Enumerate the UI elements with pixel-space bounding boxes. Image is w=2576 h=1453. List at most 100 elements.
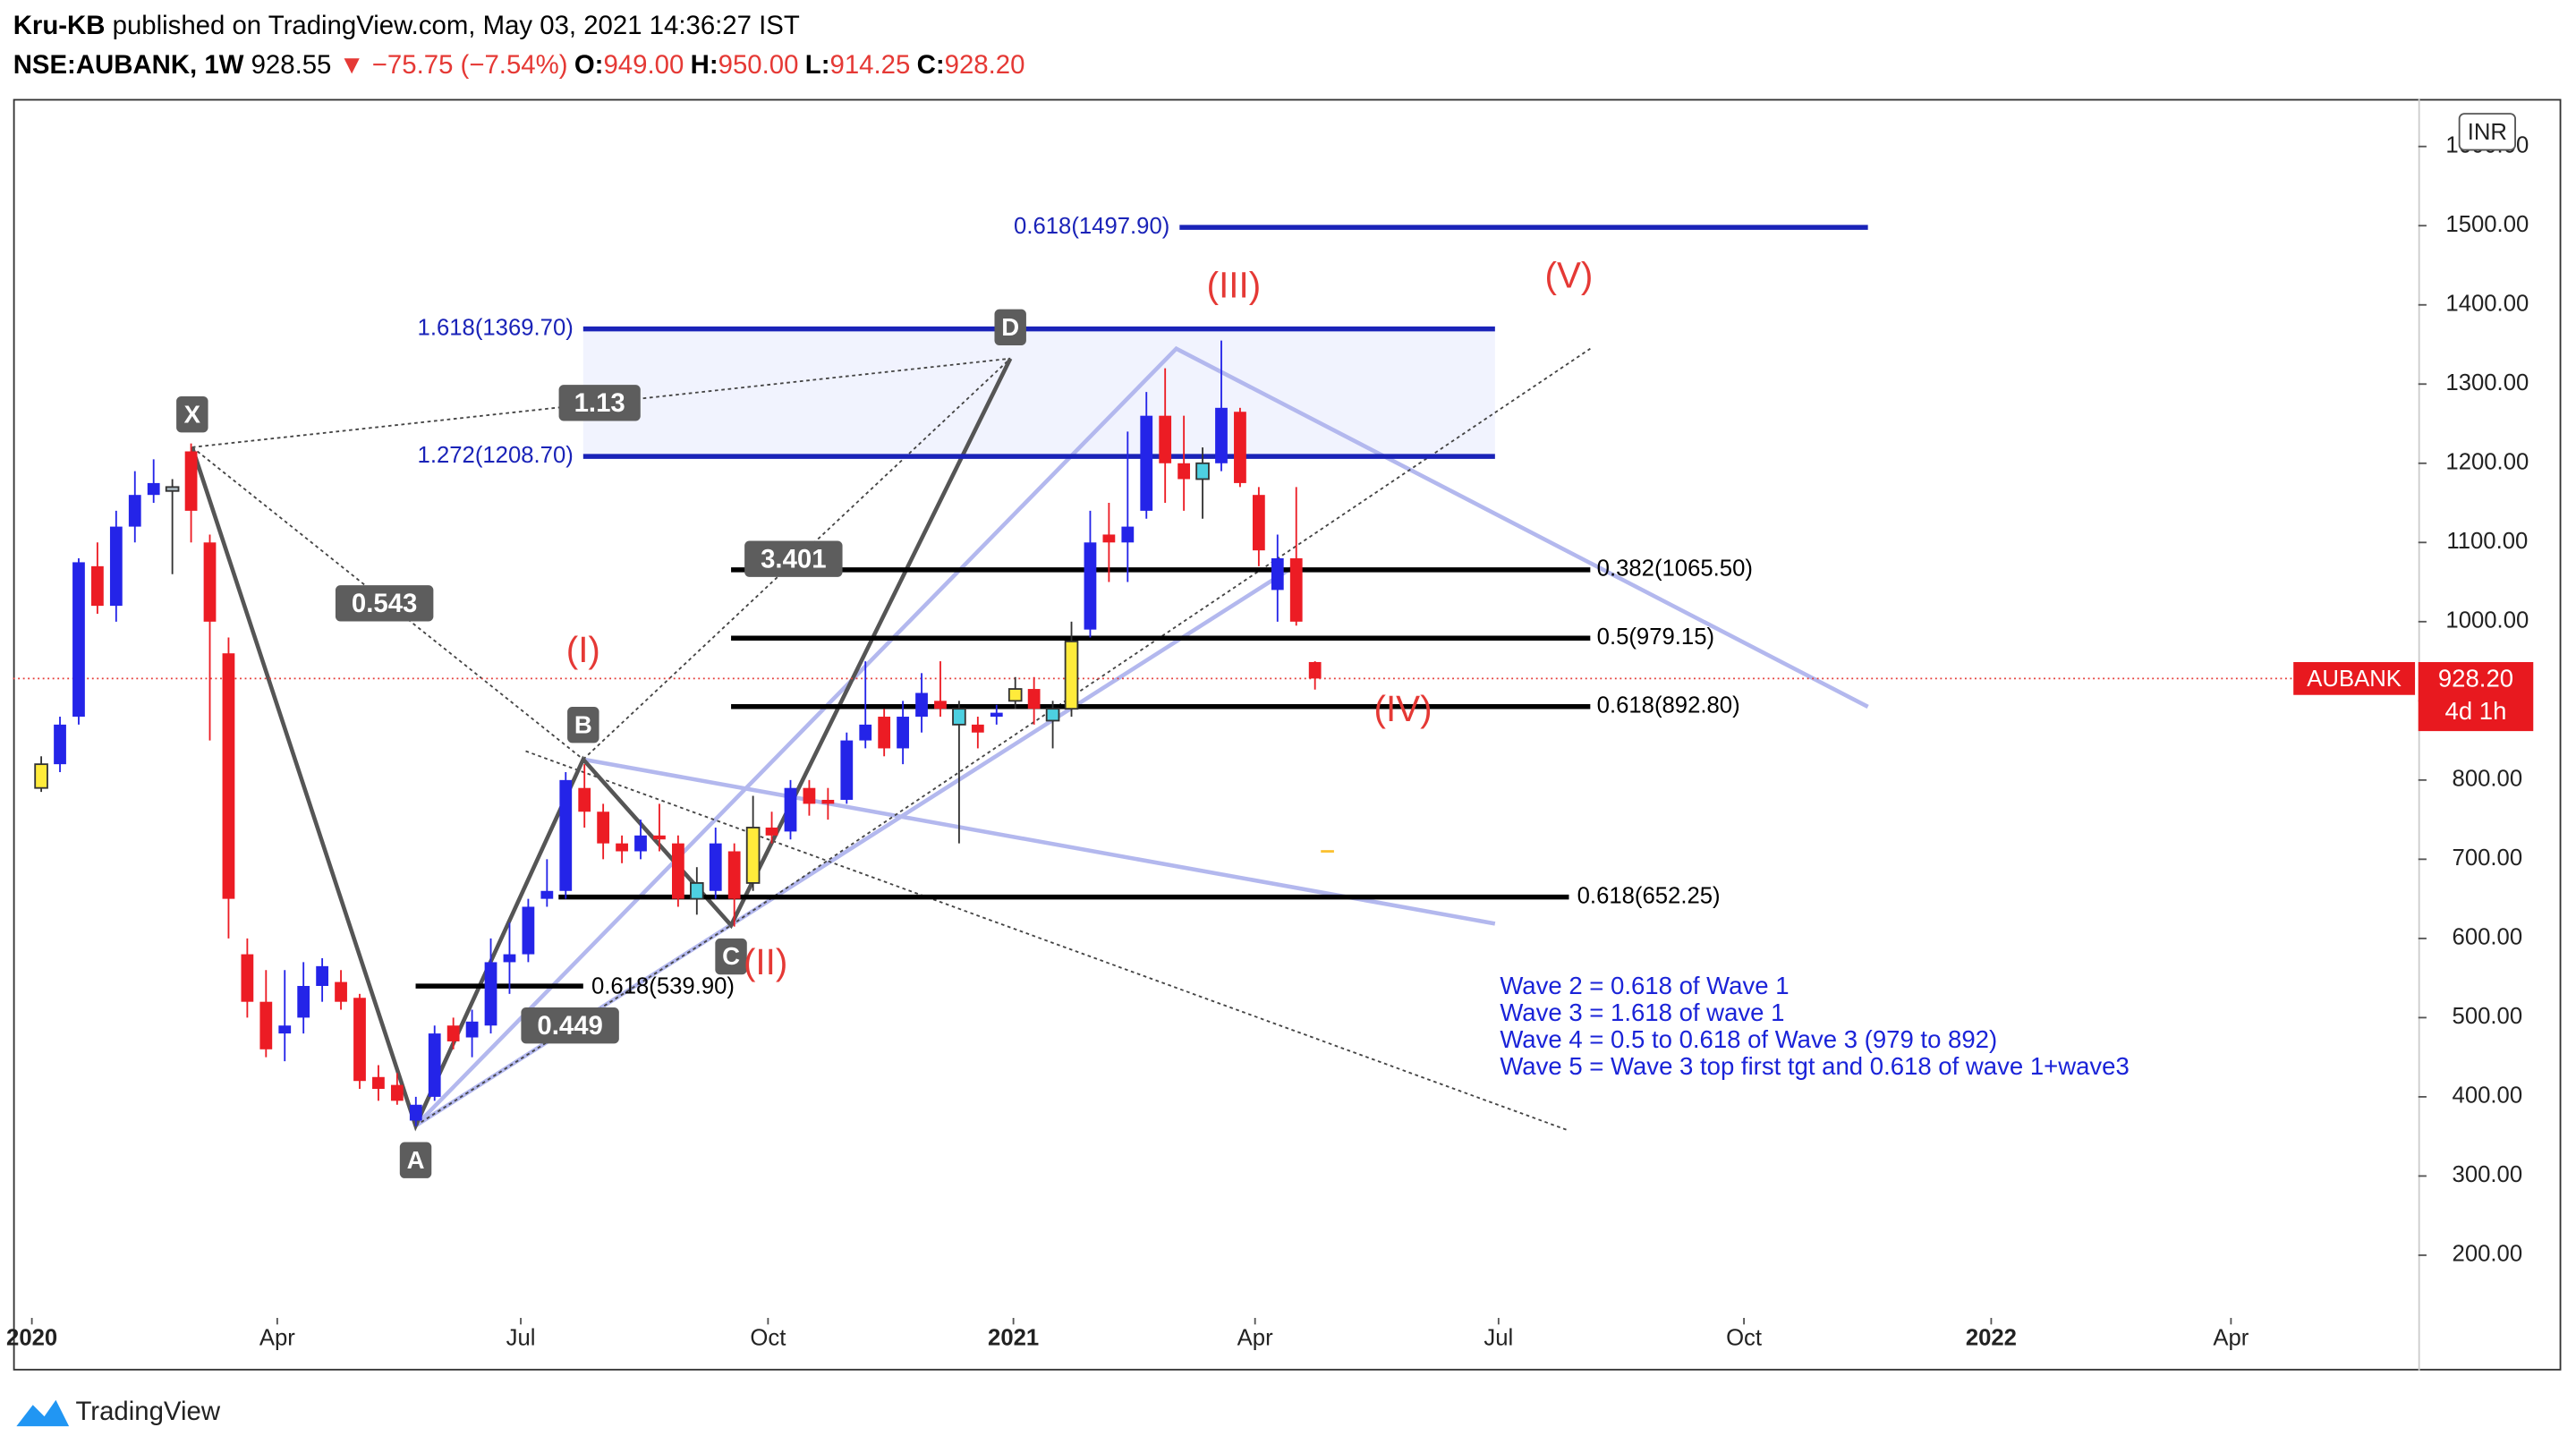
x-tick-label: Apr: [2213, 1326, 2249, 1351]
dotted-line: [730, 347, 1591, 926]
pattern-point: D: [1001, 313, 1019, 341]
candle-body: [1271, 558, 1284, 591]
x-tick-label: Apr: [1237, 1326, 1273, 1351]
candle-body: [878, 717, 891, 749]
candle-body: [278, 1025, 292, 1034]
author: Kru-KB: [13, 11, 106, 40]
pattern-line: [190, 357, 1013, 1132]
candle-body: [971, 724, 984, 733]
candle-body: [1140, 415, 1153, 511]
pattern-point-box: [715, 938, 747, 975]
ohlc-key: C:: [917, 50, 945, 80]
countdown: 4d 1h: [2445, 697, 2507, 725]
ratio-label-box: [335, 585, 434, 622]
y-tick-label: 1200.00: [2445, 450, 2529, 475]
candle-body: [690, 881, 704, 900]
y-tick-label: 800.00: [2453, 767, 2523, 792]
candle-body: [1308, 661, 1322, 679]
candle-body: [353, 998, 366, 1082]
ohlc-key: L:: [805, 50, 830, 80]
fib-label: 1.272(1208.70): [418, 443, 574, 468]
fib-label: 0.5(979.15): [1597, 625, 1714, 650]
pattern-point-box: [994, 309, 1026, 346]
candle-body: [840, 740, 854, 800]
candle-body: [109, 526, 123, 607]
x-tick-label: Apr: [259, 1326, 295, 1351]
x-tick-label: Jul: [1484, 1326, 1513, 1351]
y-tick-label: 1000.00: [2445, 608, 2529, 633]
candle-body: [165, 486, 180, 492]
pattern-point: C: [722, 942, 740, 970]
last: 928.55: [251, 50, 332, 80]
candle-body: [915, 693, 928, 718]
pattern-point: B: [574, 710, 592, 738]
wave-label: (III): [1207, 264, 1262, 305]
symbol-tag: [2293, 662, 2416, 695]
candle-body: [1007, 688, 1023, 702]
dotted-line: [525, 750, 1569, 1132]
fib-label: 0.618(652.25): [1577, 883, 1721, 908]
channel-line: [413, 345, 1869, 1127]
ratio-label-box: [558, 385, 641, 421]
y-tick-label: 500.00: [2453, 1004, 2523, 1029]
candle-body: [1102, 534, 1116, 543]
candle-body: [653, 835, 666, 840]
candle-body: [578, 787, 591, 812]
candle-body: [54, 724, 66, 765]
candle-body: [784, 787, 797, 832]
fib-label: 1.618(1369.70): [418, 315, 574, 340]
candle-body: [241, 954, 254, 1002]
candle-body: [727, 851, 741, 899]
candle-body: [1084, 542, 1097, 630]
ohlc-value: 949.00: [603, 50, 684, 80]
ratio-label-box: [744, 540, 843, 577]
ratio-label: 0.543: [352, 589, 417, 618]
candle-body: [934, 701, 947, 710]
candle-body: [503, 954, 516, 963]
candle-body: [559, 779, 573, 891]
fib-label: 0.382(1065.50): [1597, 557, 1753, 582]
candle-body: [91, 565, 104, 607]
candle-body: [859, 724, 872, 741]
candle-body: [446, 1025, 460, 1041]
price-tag-label: 928.20: [2438, 664, 2513, 692]
candle-body: [409, 1104, 422, 1121]
y-tick-label: 200.00: [2453, 1242, 2523, 1267]
ohlc-value: 950.00: [718, 50, 799, 80]
candle-body: [1195, 462, 1210, 480]
candle-body: [1027, 689, 1041, 710]
y-tick-label: 400.00: [2453, 1083, 2523, 1109]
y-tick-label: 600.00: [2453, 925, 2523, 950]
note: Wave 2 = 0.618 of Wave 1: [1500, 972, 1789, 999]
currency: INR: [2468, 120, 2507, 145]
note: Wave 5 = Wave 3 top first tgt and 0.618 …: [1500, 1052, 2129, 1080]
candle-body: [821, 799, 835, 804]
symbol-tag-label: AUBANK: [2307, 667, 2402, 692]
x-tick-label: 2021: [988, 1326, 1039, 1351]
candle-body: [671, 843, 684, 899]
candle-body: [745, 827, 761, 884]
ratio-label: 0.449: [537, 1011, 602, 1041]
ratio-label: 1.13: [574, 388, 625, 418]
candle-body: [222, 653, 235, 899]
brand: TradingView: [75, 1397, 220, 1426]
candle-body: [803, 787, 816, 804]
published: published on TradingView.com, May 03, 20…: [113, 11, 800, 40]
y-tick-label: 700.00: [2453, 845, 2523, 871]
change: ▼ −75.75 (−7.54%): [339, 50, 568, 80]
candle-body: [128, 495, 141, 527]
ratio-label-box: [521, 1007, 619, 1044]
candle-body: [335, 981, 347, 1002]
x-tick-label: Oct: [1726, 1326, 1762, 1351]
x-tick-label: 2020: [6, 1326, 57, 1351]
candle-body: [952, 708, 966, 726]
candle-body: [1215, 407, 1228, 463]
pattern-point-box: [176, 395, 208, 433]
candle-body: [540, 890, 554, 899]
x-tick-label: Jul: [506, 1326, 536, 1351]
fib-label: 0.618(1497.90): [1014, 214, 1169, 239]
candle-body: [34, 763, 48, 789]
note: Wave 3 = 1.618 of wave 1: [1500, 998, 1784, 1026]
candle-body: [990, 712, 1003, 718]
